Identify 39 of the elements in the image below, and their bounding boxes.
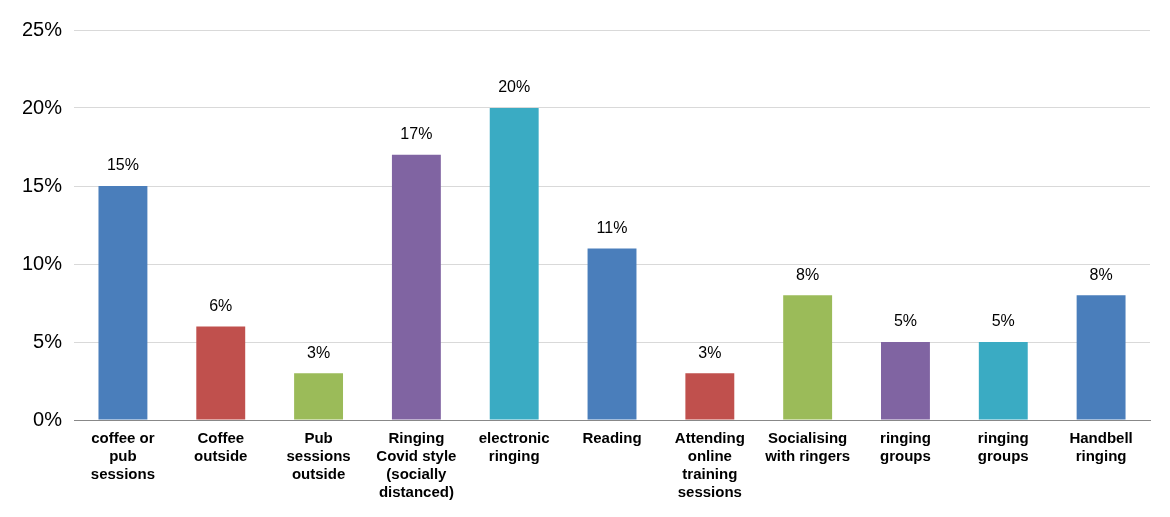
- data-label: 11%: [596, 218, 628, 236]
- x-tick-label: Handbell ringing: [1069, 429, 1133, 465]
- y-tick-label: 0%: [33, 407, 63, 430]
- data-label: 3%: [698, 343, 722, 361]
- x-tick-label: Ringing Covid style (socially distanced): [376, 429, 457, 501]
- x-tick-label: Socialising with ringers: [764, 429, 851, 465]
- data-label: 6%: [209, 296, 233, 314]
- data-label: 8%: [1089, 265, 1113, 283]
- x-tick-label: Coffee outside: [194, 429, 248, 465]
- data-label: 15%: [106, 156, 139, 174]
- bar: [587, 248, 637, 420]
- y-tick-label: 10%: [22, 251, 63, 274]
- bar: [1076, 295, 1126, 420]
- data-label: 20%: [498, 78, 531, 96]
- bar: [391, 154, 441, 420]
- y-tick-label: 25%: [22, 17, 63, 40]
- x-tick-label: ringing groups: [880, 429, 931, 465]
- data-label: 5%: [893, 312, 918, 330]
- x-tick-label: Reading: [582, 429, 642, 447]
- data-label: 8%: [796, 265, 820, 283]
- bar: [783, 295, 833, 420]
- x-tick-label: electronic ringing: [478, 429, 550, 465]
- bar: [98, 186, 148, 420]
- y-tick-label: 15%: [22, 173, 63, 196]
- x-tick-label: ringing groups: [977, 429, 1029, 465]
- bar: [489, 108, 539, 420]
- x-tick-label: coffee or pub sessions: [90, 429, 156, 483]
- bar: [978, 342, 1028, 420]
- x-tick-label: Pub sessions outside: [286, 429, 351, 483]
- data-label: 17%: [400, 125, 433, 143]
- bar: [196, 326, 246, 420]
- data-label: 5%: [991, 312, 1015, 330]
- bar: [685, 373, 735, 420]
- data-label: 3%: [307, 343, 331, 361]
- bar: [881, 342, 930, 420]
- bar: [294, 373, 344, 420]
- y-tick-label: 20%: [22, 95, 63, 118]
- x-tick-label: Attending online training sessions: [674, 429, 745, 501]
- y-tick-label: 5%: [33, 329, 63, 352]
